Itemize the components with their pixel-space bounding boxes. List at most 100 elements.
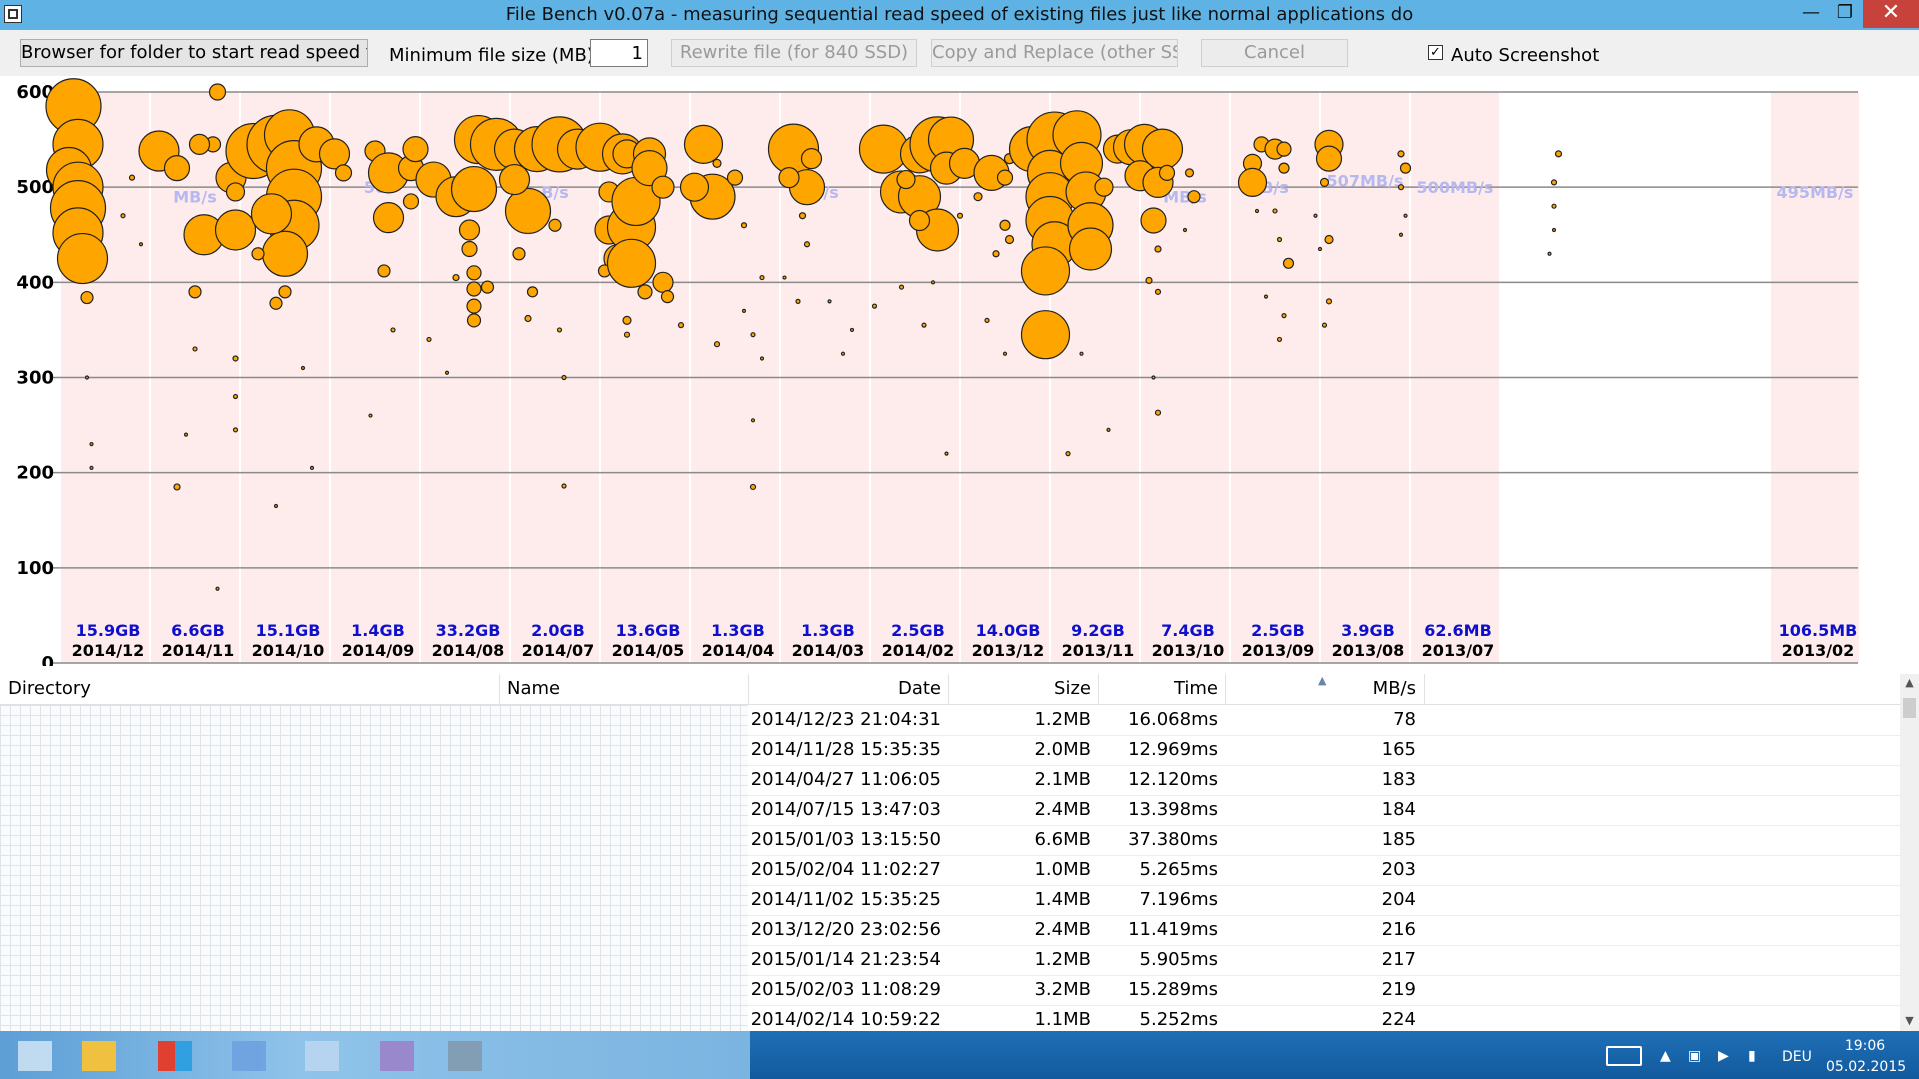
table-row[interactable]: 2015/02/04 11:02:27 1.0MB 5.265ms 203 <box>748 855 1900 886</box>
battery-icon[interactable]: ▮ <box>1748 1048 1756 1064</box>
auto-screenshot-label[interactable]: Auto Screenshot <box>1451 45 1600 66</box>
network-icon[interactable]: ▣ <box>1688 1048 1702 1064</box>
minimize-button[interactable]: — <box>1802 2 1820 23</box>
data-point <box>999 219 1011 231</box>
data-point <box>444 370 450 375</box>
cell-size: 6.6MB <box>1034 829 1091 850</box>
app-taskbar-icon[interactable] <box>448 1041 482 1071</box>
app-icon[interactable] <box>4 5 22 23</box>
explorer-icon[interactable] <box>82 1041 116 1071</box>
data-point <box>1020 246 1071 296</box>
month-size-label: 15.9GB <box>76 621 141 640</box>
data-point <box>173 483 181 491</box>
table-row[interactable]: 2015/02/03 11:08:29 3.2MB 15.289ms 219 <box>748 975 1900 1006</box>
data-point <box>1187 190 1201 204</box>
keyboard-icon[interactable] <box>1606 1046 1642 1066</box>
data-point <box>1399 162 1412 174</box>
maximize-button[interactable]: ❐ <box>1836 2 1854 23</box>
data-point <box>89 465 94 471</box>
cell-mbs: 78 <box>1393 709 1416 730</box>
month-size-label: 6.6GB <box>171 621 225 640</box>
scroll-up-icon[interactable]: ▲ <box>1905 676 1914 689</box>
column-divider[interactable] <box>499 674 500 704</box>
table-row[interactable]: 2013/12/20 23:02:56 2.4MB 11.419ms 216 <box>748 915 1900 946</box>
table-row[interactable]: 2014/02/14 10:59:22 1.1MB 5.252ms 224 <box>748 1005 1900 1031</box>
cell-date: 2015/01/14 21:23:54 <box>750 949 941 970</box>
start-icon[interactable] <box>18 1041 52 1071</box>
column-header-name[interactable]: Name <box>507 678 561 699</box>
data-point <box>1154 245 1162 253</box>
results-table-body[interactable]: 2014/12/23 21:04:31 1.2MB 16.068ms 78 2014/1… <box>748 705 1900 1031</box>
app-taskbar-icon[interactable] <box>380 1041 414 1071</box>
language-indicator[interactable]: DEU <box>1782 1049 1812 1065</box>
cell-date: 2014/11/28 15:35:35 <box>750 739 941 760</box>
scroll-thumb[interactable] <box>1903 698 1916 718</box>
column-divider[interactable] <box>1098 674 1099 704</box>
table-row[interactable]: 2014/12/23 21:04:31 1.2MB 16.068ms 78 <box>748 705 1900 736</box>
data-point <box>300 365 306 371</box>
chevron-up-icon[interactable]: ▲ <box>1660 1048 1671 1064</box>
data-point <box>466 281 482 297</box>
data-point <box>1276 141 1292 157</box>
data-point <box>1004 234 1015 245</box>
data-point <box>504 187 552 235</box>
app-taskbar-icon[interactable] <box>158 1041 192 1071</box>
data-point <box>1319 177 1330 188</box>
close-button[interactable]: ✕ <box>1863 0 1919 28</box>
data-point <box>548 218 562 232</box>
data-point <box>1554 150 1563 158</box>
column-divider[interactable] <box>748 674 749 704</box>
data-point <box>402 193 420 210</box>
cell-mbs: 224 <box>1381 1009 1416 1030</box>
auto-screenshot-checkbox[interactable]: ✓ <box>1428 45 1443 60</box>
sort-ascending-icon: ▲ <box>1318 674 1327 687</box>
vertical-scrollbar[interactable]: ▲ ▼ <box>1900 674 1919 1031</box>
column-divider[interactable] <box>948 674 949 704</box>
data-point <box>683 124 724 164</box>
app-taskbar-icon[interactable] <box>232 1041 266 1071</box>
cell-time: 16.068ms <box>1128 709 1218 730</box>
browse-folder-button[interactable]: Browser for folder to start read speed t… <box>20 39 368 67</box>
data-point <box>858 124 909 174</box>
avg-speed-label: B/s <box>541 183 569 202</box>
column-header-mbs[interactable]: MB/s <box>1372 678 1416 699</box>
scroll-down-icon[interactable]: ▼ <box>1905 1014 1914 1027</box>
table-row[interactable]: 2015/01/03 13:15:50 6.6MB 37.380ms 185 <box>748 825 1900 856</box>
clock-time[interactable]: 19:06 <box>1844 1038 1886 1054</box>
data-point <box>740 222 748 229</box>
column-divider[interactable] <box>1424 674 1425 704</box>
data-point <box>480 280 495 294</box>
speaker-muted-icon[interactable]: ▶ <box>1718 1048 1729 1064</box>
column-divider[interactable] <box>1225 674 1226 704</box>
month-label: 2013/09 <box>1242 641 1315 660</box>
table-row[interactable]: 2014/11/28 15:35:35 2.0MB 12.969ms 165 <box>748 735 1900 766</box>
cancel-button[interactable]: Cancel <box>1201 39 1348 67</box>
copy-replace-button[interactable]: Copy and Replace (other SSD) <box>931 39 1178 67</box>
table-row[interactable]: 2014/07/15 13:47:03 2.4MB 13.398ms 184 <box>748 795 1900 826</box>
column-header-directory[interactable]: Directory <box>8 678 91 699</box>
column-header-size[interactable]: Size <box>1054 678 1091 699</box>
table-row[interactable]: 2014/04/27 11:06:05 2.1MB 12.120ms 183 <box>748 765 1900 796</box>
app-taskbar-icon[interactable] <box>305 1041 339 1071</box>
data-point <box>1140 207 1167 234</box>
data-point <box>556 327 563 333</box>
rewrite-file-button[interactable]: Rewrite file (for 840 SSD) <box>671 39 917 67</box>
min-file-size-input[interactable] <box>590 39 648 67</box>
data-point <box>1002 351 1008 356</box>
data-point <box>461 240 478 258</box>
clock-date[interactable]: 05.02.2015 <box>1826 1059 1907 1075</box>
data-point <box>188 133 211 155</box>
data-point <box>713 341 721 348</box>
month-label: 2014/04 <box>702 641 775 660</box>
column-header-date[interactable]: Date <box>897 678 941 699</box>
data-point <box>726 169 744 186</box>
cell-size: 1.0MB <box>1034 859 1091 880</box>
cell-size: 1.4MB <box>1034 889 1091 910</box>
data-point <box>749 483 757 491</box>
cell-date: 2013/12/20 23:02:56 <box>750 919 941 940</box>
table-row[interactable]: 2015/01/14 21:23:54 1.2MB 5.905ms 217 <box>748 945 1900 976</box>
column-header-time[interactable]: Time <box>1173 678 1218 699</box>
results-table-header: Directory Name Date Size Time ▲ MB/s <box>0 674 1900 705</box>
table-row[interactable]: 2014/11/02 15:35:25 1.4MB 7.196ms 204 <box>748 885 1900 916</box>
data-point <box>208 83 227 101</box>
